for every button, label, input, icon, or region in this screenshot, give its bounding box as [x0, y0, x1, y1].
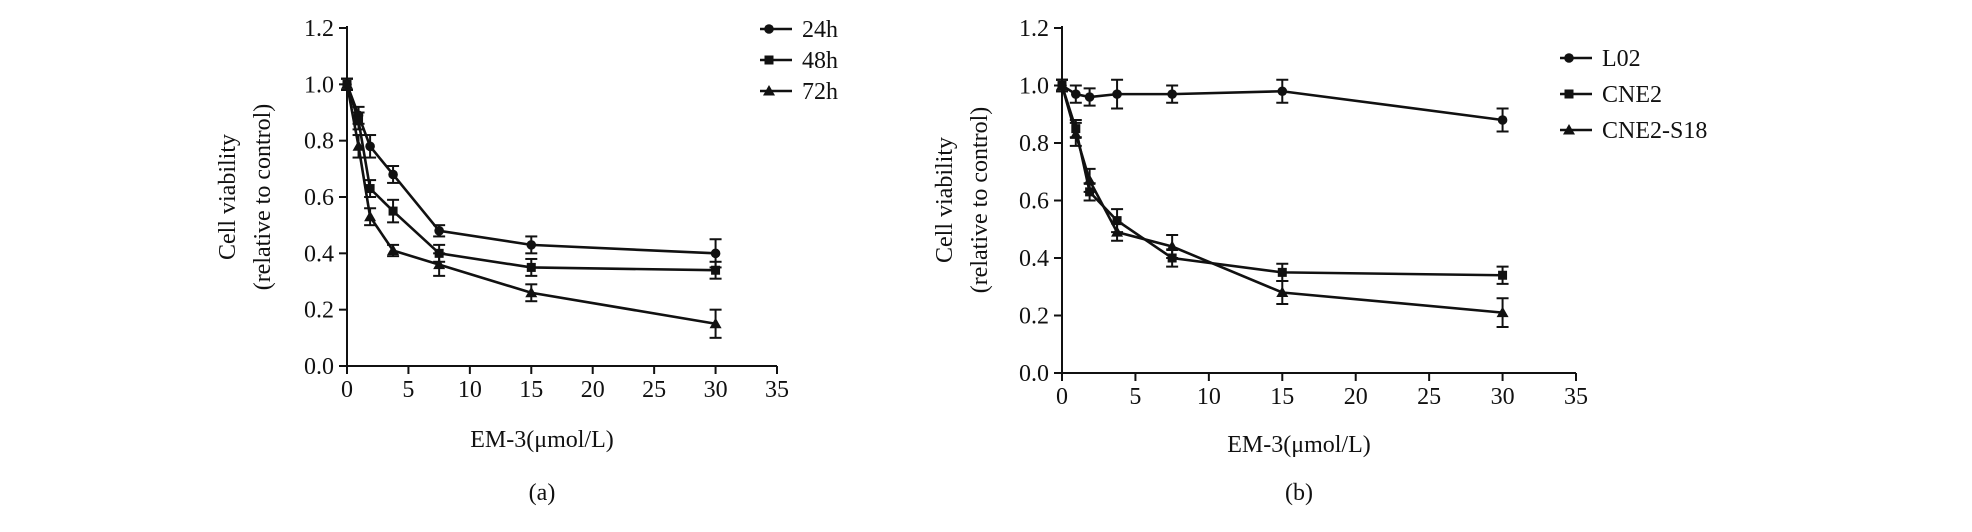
data-point: [365, 184, 375, 194]
legend-marker: [1563, 124, 1575, 135]
y-tick-label: 0.0: [1019, 361, 1049, 387]
series-L02: L02: [1056, 46, 1641, 133]
data-point: [433, 258, 446, 270]
legend-marker: [1564, 53, 1574, 63]
series-line: [345, 83, 716, 255]
data-point: [525, 286, 538, 298]
data-point: [1167, 89, 1177, 99]
data-point: [1277, 267, 1287, 277]
y-tick-label: 0.4: [304, 241, 334, 267]
y-tick-label: 0.6: [1019, 189, 1049, 215]
y-tick-label: 1.2: [1019, 16, 1049, 42]
legend-label: L02: [1602, 46, 1641, 72]
data-point: [354, 116, 364, 126]
y-tick-label: 1.0: [1019, 74, 1049, 100]
data-point: [526, 262, 536, 272]
x-tick-label: 30: [704, 377, 728, 403]
data-point: [341, 78, 353, 89]
y-tick-label: 0.2: [1019, 304, 1049, 330]
x-tick-label: 25: [1417, 384, 1441, 410]
x-tick-label: 25: [642, 377, 666, 403]
legend-marker: [764, 24, 774, 34]
series-CNE2: CNE2: [1056, 78, 1662, 285]
data-point: [710, 248, 721, 259]
series-24h: 24h: [341, 17, 838, 269]
y-tick-label: 0.0: [304, 354, 334, 380]
y-axis-label-line1: Cell viability: [932, 137, 958, 263]
x-tick-label: 20: [581, 377, 605, 403]
data-point: [1277, 86, 1288, 97]
data-point: [1056, 79, 1068, 90]
y-tick-label: 0.8: [1019, 131, 1049, 157]
data-point: [709, 317, 722, 329]
series-48h: 48h: [341, 48, 838, 280]
data-point: [352, 140, 365, 151]
y-tick-label: 1.0: [304, 72, 334, 98]
y-tick-label: 0.4: [1019, 246, 1049, 272]
y-tick-label: 0.8: [304, 129, 334, 155]
data-point: [388, 206, 398, 216]
legend-marker: [764, 55, 774, 65]
data-point: [1112, 89, 1122, 99]
legend-label: CNE2-S18: [1602, 118, 1707, 144]
legend-label: 24h: [802, 17, 838, 43]
x-tick-label: 0: [1056, 384, 1068, 410]
x-tick-label: 0: [341, 377, 353, 403]
y-tick-label: 1.2: [304, 16, 334, 42]
data-point: [1071, 89, 1081, 99]
data-point: [1112, 216, 1122, 226]
series-line: [1060, 85, 1503, 277]
legend-marker: [763, 85, 775, 96]
legend-label: 72h: [802, 79, 838, 105]
panel-label: (a): [529, 480, 556, 506]
y-axis-label-line1: Cell viability: [215, 134, 241, 260]
data-point: [1497, 115, 1508, 125]
y-axis-label-line2: (relative to control): [967, 107, 993, 294]
x-tick-label: 10: [458, 377, 482, 403]
y-tick-label: 0.6: [304, 185, 334, 211]
data-point: [1498, 270, 1508, 280]
data-point: [1084, 92, 1095, 102]
chart-panel-0: 0.0 0.2 0.4 0.6 0.8 1.0 1.2 0 5 10 15 20 25 30 35 EM-3(…: [215, 16, 838, 506]
data-point: [434, 226, 444, 236]
legend-label: 48h: [802, 48, 838, 74]
data-point: [1083, 174, 1096, 185]
x-tick-label: 20: [1344, 384, 1368, 410]
x-tick-label: 10: [1197, 384, 1221, 410]
data-point: [1496, 306, 1509, 318]
legend-label: CNE2: [1602, 82, 1662, 108]
data-point: [1111, 226, 1124, 237]
x-axis-label: EM-3(μmol/L): [470, 427, 614, 453]
data-point: [1276, 286, 1289, 297]
data-point: [711, 265, 721, 275]
data-point: [387, 244, 400, 256]
x-tick-label: 15: [1270, 384, 1294, 410]
data-point: [1069, 128, 1082, 139]
x-tick-label: 30: [1491, 384, 1515, 410]
data-point: [365, 141, 375, 152]
x-tick-label: 5: [402, 377, 414, 403]
x-tick-label: 35: [1564, 384, 1588, 410]
y-tick-label: 0.2: [304, 298, 334, 324]
x-tick-label: 15: [519, 377, 543, 403]
chart-panel-1: 0.0 0.2 0.4 0.6 0.8 1.0 1.2 0 5 10 15 20 25 30 35 EM-3(…: [932, 16, 1707, 506]
data-point: [388, 169, 398, 180]
data-point: [364, 210, 377, 222]
legend-marker: [1564, 89, 1574, 99]
panel-label: (b): [1285, 480, 1313, 506]
data-point: [526, 240, 537, 250]
series-72h: 72h: [341, 77, 838, 339]
x-tick-label: 35: [765, 377, 789, 403]
data-point: [1166, 240, 1179, 251]
x-tick-label: 5: [1129, 384, 1141, 410]
series-CNE2-S18: CNE2-S18: [1056, 78, 1707, 328]
x-axis-label: EM-3(μmol/L): [1227, 432, 1371, 458]
y-axis-label-line2: (relative to control): [250, 104, 276, 291]
